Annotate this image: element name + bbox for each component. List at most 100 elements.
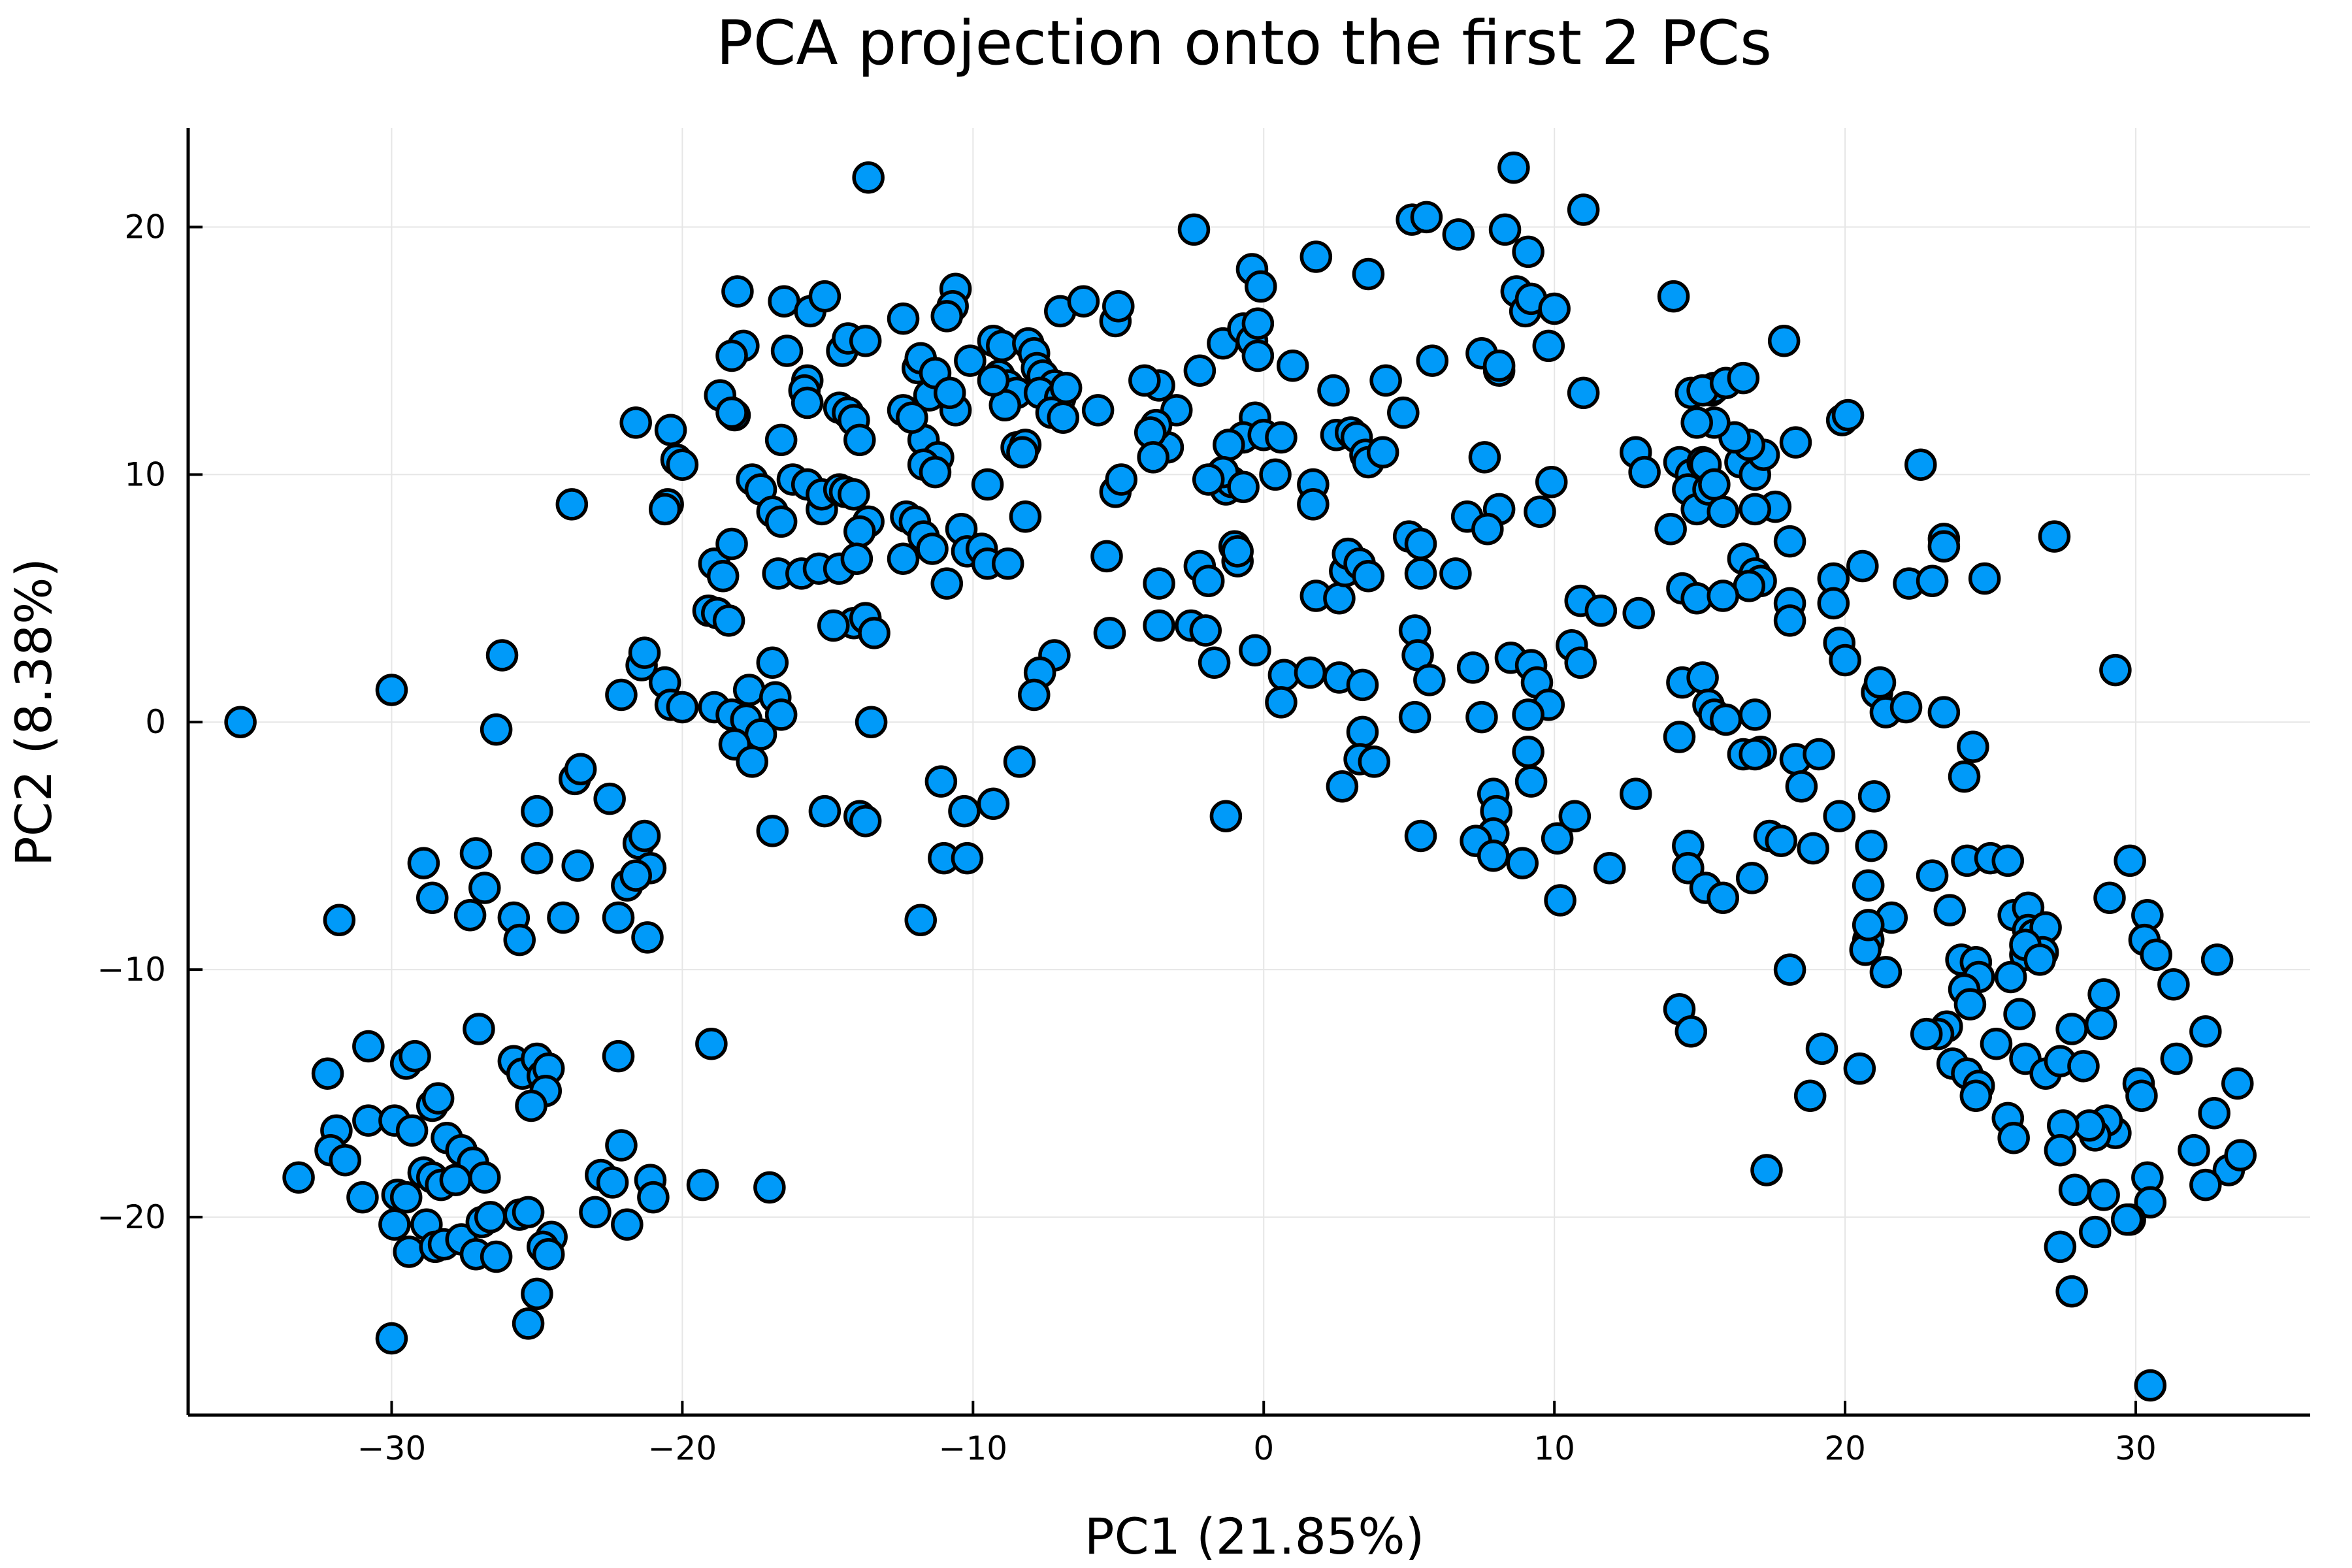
data-point bbox=[1803, 738, 1835, 771]
data-point bbox=[2200, 943, 2234, 976]
data-point bbox=[2110, 1203, 2144, 1236]
data-point bbox=[712, 604, 745, 637]
data-point bbox=[2055, 1275, 2088, 1308]
data-point bbox=[389, 1181, 423, 1214]
data-point bbox=[1352, 559, 1385, 593]
data-point bbox=[453, 898, 487, 932]
data-point bbox=[1739, 738, 1771, 771]
data-point bbox=[887, 302, 920, 335]
data-point bbox=[1143, 567, 1175, 600]
data-point bbox=[1620, 777, 1652, 810]
data-point bbox=[2198, 1097, 2230, 1130]
data-points bbox=[224, 151, 2257, 1402]
y-tick-label: −10 bbox=[97, 951, 166, 988]
data-point bbox=[764, 505, 798, 538]
data-point bbox=[503, 923, 536, 956]
data-point bbox=[1299, 240, 1333, 273]
data-point bbox=[1916, 859, 1949, 892]
data-point bbox=[930, 300, 964, 333]
data-point bbox=[753, 1171, 786, 1204]
data-point bbox=[463, 1013, 495, 1045]
data-point bbox=[1698, 468, 1731, 501]
data-point bbox=[1189, 614, 1222, 647]
data-point bbox=[1709, 703, 1742, 736]
data-point bbox=[1067, 285, 1100, 318]
data-point bbox=[1192, 463, 1225, 496]
data-point bbox=[2087, 1179, 2120, 1211]
data-point bbox=[2224, 1139, 2257, 1171]
data-point bbox=[1323, 582, 1356, 615]
y-axis-label: PC2 (8.38%) bbox=[5, 558, 63, 866]
data-point bbox=[764, 423, 798, 457]
x-tick-label: −20 bbox=[648, 1429, 717, 1467]
data-point bbox=[1567, 376, 1600, 410]
data-point bbox=[1948, 760, 1981, 793]
x-axis-ticks: −30 −20 −10 0 10 20 30 bbox=[357, 1401, 2157, 1467]
data-point bbox=[1997, 1121, 2030, 1154]
data-point bbox=[393, 1235, 425, 1268]
x-axis-label: PC1 (21.85%) bbox=[1085, 1507, 1425, 1565]
data-point bbox=[311, 1057, 344, 1090]
data-point bbox=[2055, 1013, 2088, 1045]
data-point bbox=[2140, 938, 2172, 972]
data-point bbox=[721, 275, 754, 308]
data-point bbox=[2067, 1050, 2100, 1083]
data-point bbox=[666, 691, 699, 724]
data-point bbox=[843, 515, 876, 548]
data-point bbox=[1297, 488, 1330, 521]
data-point bbox=[375, 1322, 408, 1355]
data-point bbox=[605, 678, 638, 711]
data-point bbox=[1674, 1015, 1708, 1048]
data-point bbox=[686, 1168, 719, 1201]
data-point bbox=[1805, 1032, 1838, 1066]
data-point bbox=[808, 794, 841, 828]
data-point bbox=[1003, 745, 1036, 778]
data-point bbox=[532, 1238, 565, 1271]
data-point bbox=[2038, 520, 2071, 553]
data-point bbox=[1959, 1079, 1993, 1113]
data-point bbox=[715, 527, 748, 561]
data-point bbox=[352, 1030, 385, 1063]
data-point bbox=[930, 567, 964, 600]
data-point bbox=[1852, 909, 1885, 941]
data-point bbox=[924, 765, 958, 798]
data-point bbox=[468, 872, 501, 904]
data-point bbox=[1506, 847, 1539, 879]
data-point bbox=[1735, 862, 1769, 894]
data-point bbox=[2099, 653, 2132, 687]
data-point bbox=[1538, 292, 1571, 325]
data-point bbox=[756, 815, 789, 847]
data-point bbox=[1707, 495, 1739, 528]
data-point bbox=[1680, 406, 1713, 439]
data-point bbox=[512, 1196, 545, 1229]
data-point bbox=[628, 636, 661, 669]
data-point bbox=[1265, 421, 1298, 454]
data-point bbox=[986, 329, 1019, 363]
data-point bbox=[2157, 968, 2190, 1001]
chart-title: PCA projection onto the first 2 PCs bbox=[716, 8, 1772, 79]
data-point bbox=[1957, 730, 1989, 763]
data-point bbox=[695, 1027, 728, 1060]
data-point bbox=[631, 921, 664, 954]
data-point bbox=[1512, 235, 1544, 269]
data-point bbox=[1773, 525, 1806, 558]
data-point bbox=[1346, 715, 1379, 749]
data-point bbox=[1846, 549, 1879, 583]
data-point bbox=[1933, 894, 1967, 926]
data-point bbox=[2134, 1369, 2167, 1402]
data-point bbox=[1102, 290, 1135, 323]
data-point bbox=[791, 386, 824, 419]
data-point bbox=[611, 1208, 644, 1241]
data-point bbox=[421, 1082, 455, 1115]
data-point bbox=[1829, 644, 1861, 677]
data-point bbox=[840, 542, 874, 575]
data-point bbox=[637, 1181, 670, 1214]
data-point bbox=[919, 455, 952, 489]
data-point bbox=[1739, 698, 1771, 731]
data-point bbox=[1663, 721, 1696, 753]
data-point bbox=[1852, 869, 1885, 902]
data-point bbox=[2189, 1168, 2222, 1201]
data-point bbox=[2084, 1007, 2117, 1041]
data-point bbox=[2044, 1230, 2077, 1264]
data-point bbox=[1927, 696, 1961, 728]
